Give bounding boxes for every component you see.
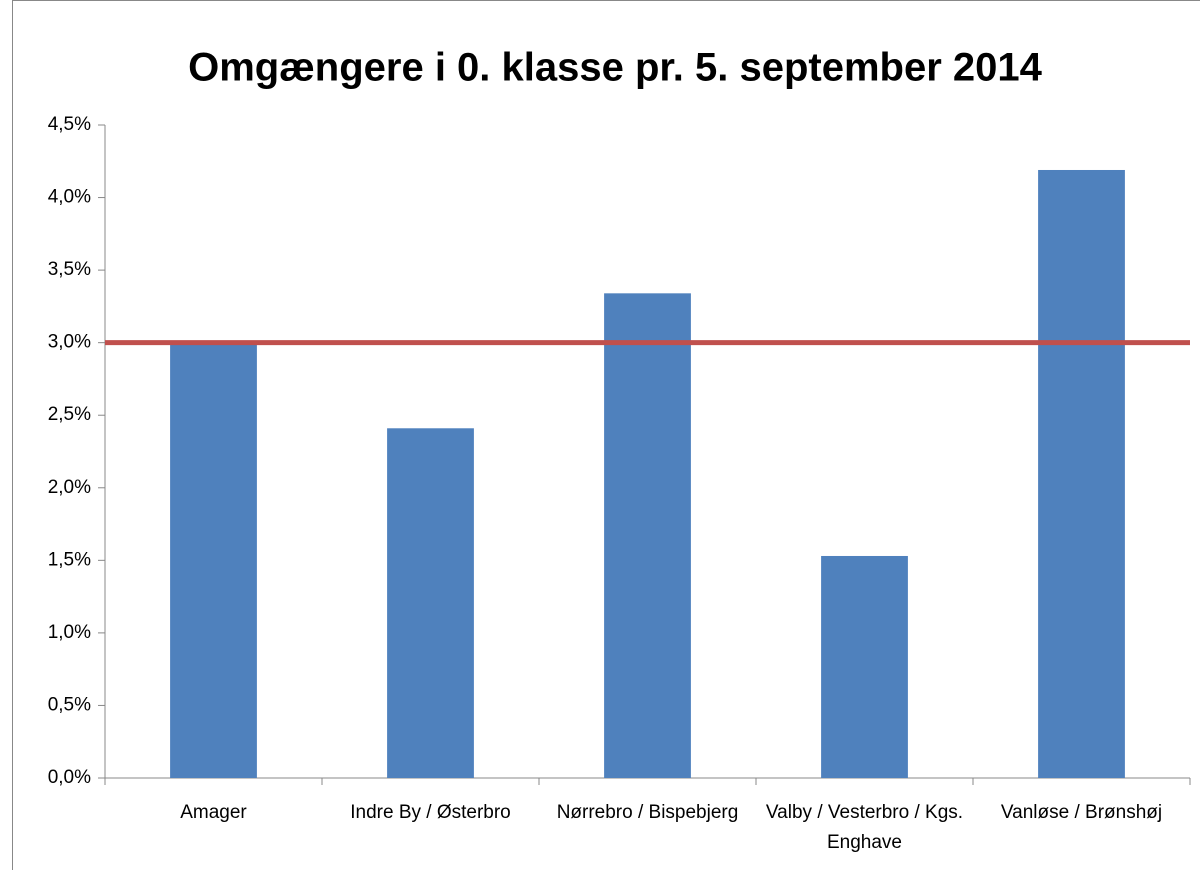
bar (170, 344, 257, 778)
bar (387, 428, 474, 778)
x-tick-label: Amager (180, 802, 247, 823)
bar (604, 293, 691, 778)
y-tick-label: 0,5% (48, 694, 91, 715)
y-tick-label: 4,0% (48, 187, 91, 208)
x-tick-label: Valby / Vesterbro / Kgs. Enghave (765, 802, 964, 853)
bar (1038, 169, 1125, 779)
y-tick-label: 2,5% (48, 404, 91, 425)
chart-title: Omgængere i 0. klasse pr. 5. september 2… (188, 46, 1043, 90)
x-tick-label: Indre By / Østerbro (350, 802, 511, 823)
x-tick-label: Vanløse / Brønshøj (1000, 802, 1163, 823)
y-tick-label: 3,0% (48, 332, 91, 353)
chart-border (12, 0, 1200, 870)
y-tick-label: 1,0% (48, 622, 91, 643)
y-tick-label: 3,5% (48, 259, 91, 280)
y-tick-label: 2,0% (48, 477, 91, 498)
y-tick-label: 4,5% (48, 114, 91, 135)
y-tick-label: 1,5% (48, 549, 91, 570)
x-tick-label: Nørrebro / Bispebjerg (556, 802, 739, 823)
bar (821, 555, 908, 778)
y-tick-label: 0,0% (48, 767, 91, 788)
